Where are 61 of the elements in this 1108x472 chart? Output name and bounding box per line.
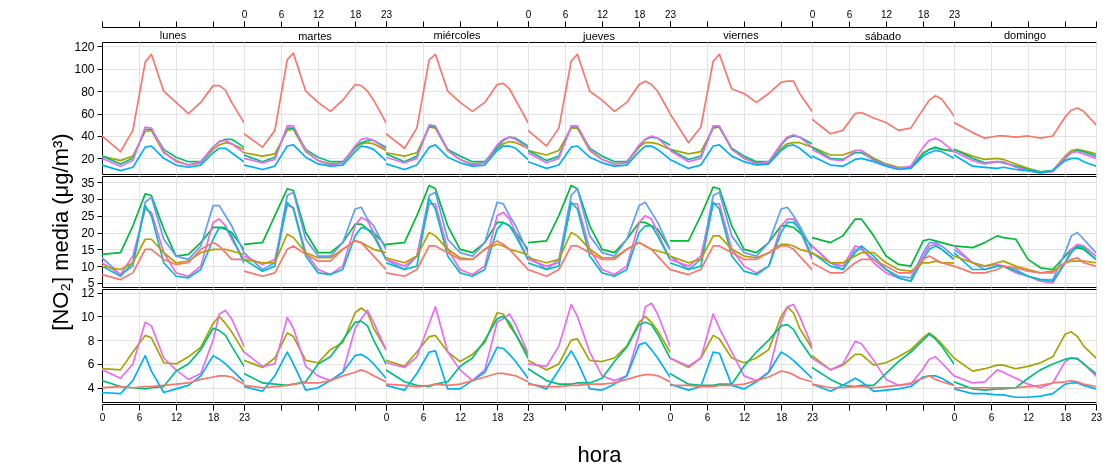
x-tick-label: 0 [809,8,816,20]
y-tick-label: 30 [81,192,95,207]
x-tick-label: 6 [278,8,285,20]
y-tick-label: 60 [81,107,95,122]
x-tick-label: 23 [806,411,819,423]
x-tick-label: 6 [988,411,995,423]
chart-title: sábado [864,30,902,42]
x-tick-label: 18 [492,411,504,423]
x-tick-label: 18 [776,411,788,423]
x-tick-label: 6 [136,411,143,423]
y-tick-label: 6 [87,357,95,372]
x-tick-label: 0 [383,411,390,423]
chart-title: domingo [1003,28,1047,41]
x-tick-label: 6 [562,8,569,20]
y-tick-label: 25 [81,209,95,224]
y-tick-label: 10 [81,259,95,274]
y-tick-label: 20 [81,151,95,166]
x-tick-label: 6 [846,8,853,20]
y-tick-label: 12 [81,286,95,301]
y-tick-label: 10 [81,309,95,324]
x-tick-label: 12 [455,411,467,423]
chart-title: viernes [723,28,760,41]
x-tick-label: 0 [241,8,248,20]
x-tick-label: 12 [597,8,609,20]
y-tick-label: 15 [81,242,95,257]
y-tick-label: 40 [81,129,95,144]
chart-title: martes [298,30,333,42]
x-tick-label: 23 [1090,411,1103,423]
x-tick-label: 18 [1060,411,1072,423]
x-axis-title: hora [577,442,623,467]
x-tick-label: 12 [171,411,183,423]
x-tick-label: 0 [525,8,532,20]
chart-title: lunes [159,28,187,41]
x-tick-label: 18 [208,411,220,423]
y-tick-label: 20 [81,226,95,241]
x-tick-label: 23 [522,411,535,423]
y-tick-label: 8 [87,333,95,348]
y-tick-label: 80 [81,84,95,99]
y-tick-label: 4 [87,381,95,396]
y-tick-label: 100 [74,62,95,77]
x-tick-label: 18 [350,8,362,20]
y-tick-label: 120 [74,39,95,54]
x-tick-label: 23 [238,411,251,423]
x-tick-label: 23 [380,8,393,20]
x-tick-label: 6 [704,411,711,423]
chart-title: jueves [582,30,616,42]
x-tick-label: 18 [634,8,646,20]
x-tick-label: 23 [664,8,677,20]
x-tick-label: 18 [918,8,930,20]
chart-title: miércoles [433,28,482,41]
x-tick-label: 23 [948,8,961,20]
x-tick-label: 0 [99,411,106,423]
y-tick-label: 35 [81,175,95,190]
x-tick-label: 0 [667,411,674,423]
x-tick-label: 6 [420,411,427,423]
x-tick-label: 12 [881,8,893,20]
x-tick-label: 0 [951,411,958,423]
x-tick-label: 12 [1023,411,1035,423]
x-tick-label: 12 [739,411,751,423]
x-tick-label: 12 [313,8,325,20]
y-axis-title: [NO₂] media (μg/m³) [48,133,74,331]
